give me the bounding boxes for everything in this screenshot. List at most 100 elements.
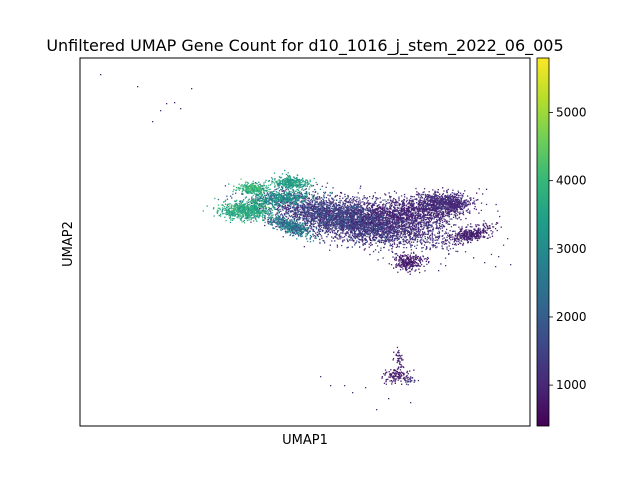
- umap-point: [353, 215, 355, 217]
- umap-point: [306, 202, 309, 204]
- umap-point: [427, 233, 429, 235]
- umap-point: [333, 205, 335, 208]
- umap-point: [350, 231, 352, 234]
- umap-point: [397, 254, 399, 257]
- umap-point: [312, 209, 314, 212]
- umap-point: [387, 199, 389, 201]
- umap-point: [291, 210, 293, 212]
- umap-point: [433, 245, 435, 247]
- umap-point: [368, 203, 370, 205]
- umap-point: [362, 236, 364, 238]
- umap-point: [372, 234, 375, 236]
- umap-point: [432, 246, 434, 248]
- umap-point: [287, 217, 289, 219]
- umap-point: [460, 242, 462, 245]
- umap-point: [313, 218, 315, 220]
- umap-point: [375, 202, 377, 205]
- umap-point: [369, 218, 372, 220]
- umap-point: [308, 215, 310, 217]
- umap-point: [347, 240, 349, 242]
- umap-point: [450, 226, 453, 228]
- umap-point: [327, 226, 330, 228]
- umap-point: [431, 237, 434, 239]
- umap-point: [387, 210, 390, 212]
- umap-point: [408, 210, 410, 212]
- umap-point: [423, 233, 425, 235]
- umap-point: [308, 206, 310, 208]
- umap-point: [379, 227, 382, 229]
- umap-point: [386, 208, 388, 210]
- umap-point: [449, 248, 452, 250]
- umap-point: [362, 198, 364, 200]
- umap-point: [382, 199, 384, 201]
- umap-point: [365, 225, 367, 227]
- umap-point: [285, 226, 287, 228]
- umap-point: [376, 215, 378, 217]
- umap-point: [419, 197, 421, 199]
- umap-point: [434, 245, 436, 247]
- umap-point: [409, 236, 412, 238]
- umap-point: [338, 223, 340, 226]
- umap-point: [323, 209, 325, 211]
- umap-point: [391, 210, 394, 212]
- umap-point: [438, 219, 440, 221]
- umap-point: [331, 208, 333, 210]
- umap-point: [402, 201, 404, 203]
- umap-point: [356, 224, 358, 226]
- umap-point: [274, 189, 276, 191]
- umap-point: [413, 234, 416, 237]
- umap-point: [341, 224, 344, 226]
- umap-point: [302, 209, 304, 211]
- umap-point: [378, 204, 380, 206]
- umap-point: [327, 230, 330, 232]
- umap-point: [382, 215, 385, 217]
- umap-point: [312, 206, 315, 209]
- umap-point: [277, 209, 279, 211]
- umap-point: [355, 210, 357, 212]
- umap-point: [422, 234, 424, 236]
- umap-point: [305, 214, 307, 216]
- umap-point: [378, 235, 380, 237]
- umap-point: [420, 217, 422, 219]
- umap-point: [502, 244, 505, 246]
- umap-point: [371, 214, 374, 216]
- umap-point: [432, 227, 435, 229]
- umap-point: [437, 232, 439, 234]
- umap-point: [278, 212, 280, 214]
- umap-point: [411, 238, 413, 241]
- umap-point: [319, 201, 321, 204]
- umap-point: [345, 206, 347, 209]
- umap-point: [341, 226, 343, 228]
- umap-point: [409, 239, 411, 241]
- umap-point: [447, 234, 449, 236]
- umap-point: [339, 200, 341, 202]
- umap-point: [307, 215, 309, 217]
- umap-point: [385, 237, 388, 240]
- umap-point: [368, 210, 370, 212]
- umap-point: [401, 222, 403, 224]
- umap-point: [314, 237, 316, 239]
- umap-point: [306, 207, 309, 209]
- umap-point: [360, 206, 362, 208]
- umap-point: [362, 213, 364, 216]
- umap-point: [362, 222, 365, 224]
- umap-point: [364, 224, 366, 227]
- umap-point: [386, 221, 388, 223]
- umap-point: [297, 213, 299, 216]
- umap-point: [385, 210, 387, 212]
- umap-point: [372, 203, 374, 205]
- umap-point: [415, 237, 417, 239]
- umap-point: [330, 214, 332, 216]
- umap-point: [405, 215, 407, 217]
- umap-point: [351, 221, 353, 223]
- umap-point: [316, 183, 318, 186]
- umap-point: [349, 206, 352, 208]
- umap-point: [380, 201, 382, 203]
- umap-point: [373, 203, 375, 205]
- umap-point: [426, 246, 428, 249]
- umap-point: [406, 222, 408, 224]
- umap-point: [360, 220, 362, 222]
- umap-point: [326, 222, 329, 224]
- umap-point: [349, 216, 351, 218]
- umap-point: [381, 229, 383, 232]
